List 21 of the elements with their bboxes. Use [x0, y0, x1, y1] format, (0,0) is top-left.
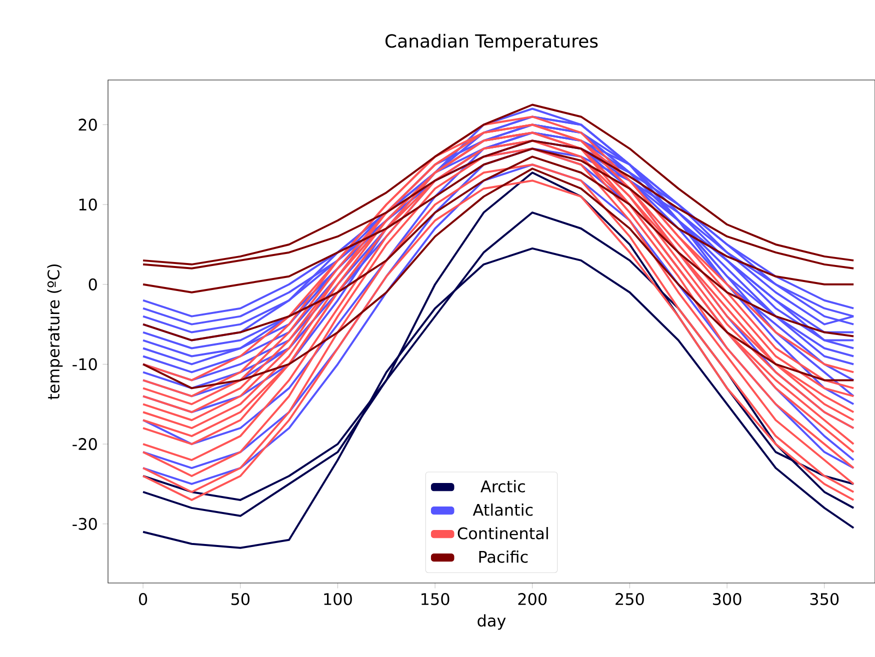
x-tick-label: 300: [712, 593, 742, 606]
y-tick-label: -30: [72, 518, 97, 530]
y-tick-label: -20: [72, 438, 97, 450]
x-tick-label: 150: [422, 593, 450, 606]
x-tick-label: 100: [324, 593, 352, 606]
y-tick-label: 0: [88, 278, 97, 290]
x-tick-label: 50: [231, 593, 250, 606]
y-tick-label: 10: [79, 198, 97, 211]
legend-label: Arctic: [480, 480, 525, 492]
y-tick-label: 20: [78, 118, 97, 131]
chart-title: Canadian Temperatures: [385, 34, 598, 52]
x-tick-label: 0: [139, 593, 148, 606]
x-tick-label: 200: [518, 593, 547, 606]
legend-label: Continental: [458, 527, 548, 540]
legend-label: Atlantic: [472, 504, 533, 516]
legend-label: Pacific: [479, 550, 528, 563]
x-tick-label: 350: [810, 593, 839, 606]
x-tick-label: 250: [616, 593, 644, 606]
y-axis-title: temperature (ºC): [47, 264, 63, 400]
y-tick-label: -10: [72, 358, 97, 370]
x-axis-title: day: [478, 614, 506, 630]
